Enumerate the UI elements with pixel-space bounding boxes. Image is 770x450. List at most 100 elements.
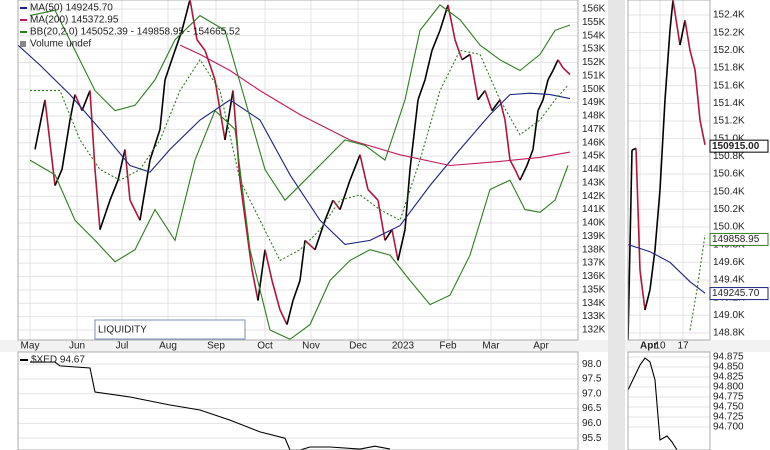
y-tick-label: 150.8K [713, 151, 745, 162]
price-segment [669, 0, 674, 31]
price-segment [239, 180, 249, 241]
price-segment [44, 99, 56, 186]
x-tick-label: Sep [207, 341, 225, 352]
x-tick-label: Jul [116, 341, 129, 352]
y-tick-label: 150.2K [713, 204, 745, 215]
y-tick-label: 152.4K [713, 10, 745, 21]
series-line [30, 361, 391, 450]
price-segment [149, 129, 161, 161]
price-segment [424, 50, 433, 81]
plot-area [628, 0, 706, 340]
price-segment [447, 4, 456, 40]
price-segment [124, 149, 131, 201]
y-tick-label: 140K [582, 218, 606, 229]
y-tick-label: 146K [582, 137, 606, 148]
price-segment [454, 39, 463, 61]
price-segment [672, 0, 681, 46]
price-segment [54, 169, 63, 186]
price-segment [324, 199, 334, 221]
price-segment [664, 29, 671, 100]
series-line [628, 244, 706, 294]
x-tick-label: Aug [159, 341, 177, 352]
price-segment [286, 300, 294, 325]
price-segment [491, 99, 501, 112]
price-segment [635, 148, 641, 271]
series-line [29, 109, 569, 340]
y-tick-label: 151.2K [713, 116, 745, 127]
price-segment [129, 199, 141, 221]
plot-area [30, 361, 391, 450]
price-segment [526, 149, 534, 166]
series-line [29, 4, 571, 202]
price-segment [189, 0, 198, 40]
y-tick-label: 150.0K [713, 222, 745, 233]
price-segment [519, 165, 528, 181]
annotation-box [94, 319, 246, 340]
price-segment [99, 199, 111, 230]
y-tick-label: 94.725 [713, 412, 744, 423]
y-tick-label: 149K [582, 97, 606, 108]
annotation: LIQUIDITY [98, 325, 147, 336]
price-segment [81, 90, 91, 111]
price-segment [397, 229, 406, 261]
plot-area [18, 0, 571, 340]
y-tick-label: 152.2K [713, 27, 745, 38]
y-tick-label: 151K [582, 70, 606, 81]
legend-label: Volume undef [30, 39, 91, 50]
y-tick-label: 150.6K [713, 169, 745, 180]
y-tick-label: 94.775 [713, 392, 744, 403]
price-segment [299, 240, 306, 281]
y-tick-label: 94.750 [713, 402, 744, 413]
price-segment [654, 189, 661, 250]
price-segment [214, 79, 226, 141]
y-tick-label: 145K [582, 151, 606, 162]
y-tick-label: 152.0K [713, 45, 745, 56]
price-segment [181, 0, 191, 31]
y-tick-label: 149.6K [713, 257, 745, 268]
price-segment [514, 169, 521, 181]
price-segment [247, 240, 253, 270]
price-segment [644, 289, 651, 311]
y-tick-label: 151.6K [713, 80, 745, 91]
y-tick-label: 148K [582, 111, 606, 122]
price-segment [279, 309, 288, 325]
y-tick-label: 96.5 [582, 403, 602, 414]
plot-border [627, 351, 711, 450]
price-segment [34, 99, 46, 150]
y-tick-label: 137K [582, 258, 606, 269]
x-tick-label: 2023 [392, 341, 415, 352]
y-tick-label: 94.875 [713, 352, 744, 363]
price-segment [391, 229, 399, 261]
x-axis-strip [625, 340, 770, 352]
y-tick-label: 143K [582, 177, 606, 188]
series-line [628, 357, 678, 450]
x-tick-label: Nov [302, 341, 320, 352]
price-tag [709, 139, 769, 153]
price-segment [649, 249, 656, 290]
price-segment [484, 90, 493, 111]
panel: 95.5 96.0 96.5 97.0 97.5 98.0 $XED 94.67 [17, 351, 602, 450]
y-tick-label: 94.825 [713, 372, 744, 383]
series-line [179, 44, 571, 167]
y-tick-label: 96.0 [582, 418, 602, 429]
panel: 94.70094.72594.75094.77594.80094.82594.8… [627, 351, 744, 450]
panel: 132K 133K 134K 135K 136K 137K 138K 139K 140K 141K… [17, 0, 606, 352]
price-segment [164, 50, 176, 81]
price-segment [694, 69, 701, 121]
price-segment [684, 20, 691, 51]
price-tag-label: 149858.95 [712, 234, 760, 245]
price-segment [232, 90, 241, 181]
price-segment [417, 79, 426, 101]
price-tag-label: 150915.00 [712, 141, 760, 152]
price-segment [557, 59, 564, 69]
legend-swatch [20, 41, 26, 47]
y-tick-label: 97.5 [582, 374, 602, 385]
price-segment [679, 20, 686, 46]
y-tick-label: 94.850 [713, 362, 744, 373]
y-tick-label: 141K [582, 204, 606, 215]
y-tick-label: 154K [582, 30, 606, 41]
plot-border [627, 0, 711, 341]
x-tick-label: 10 [654, 341, 666, 352]
price-segment [264, 249, 273, 281]
x-tick-label: Apr [533, 341, 549, 352]
